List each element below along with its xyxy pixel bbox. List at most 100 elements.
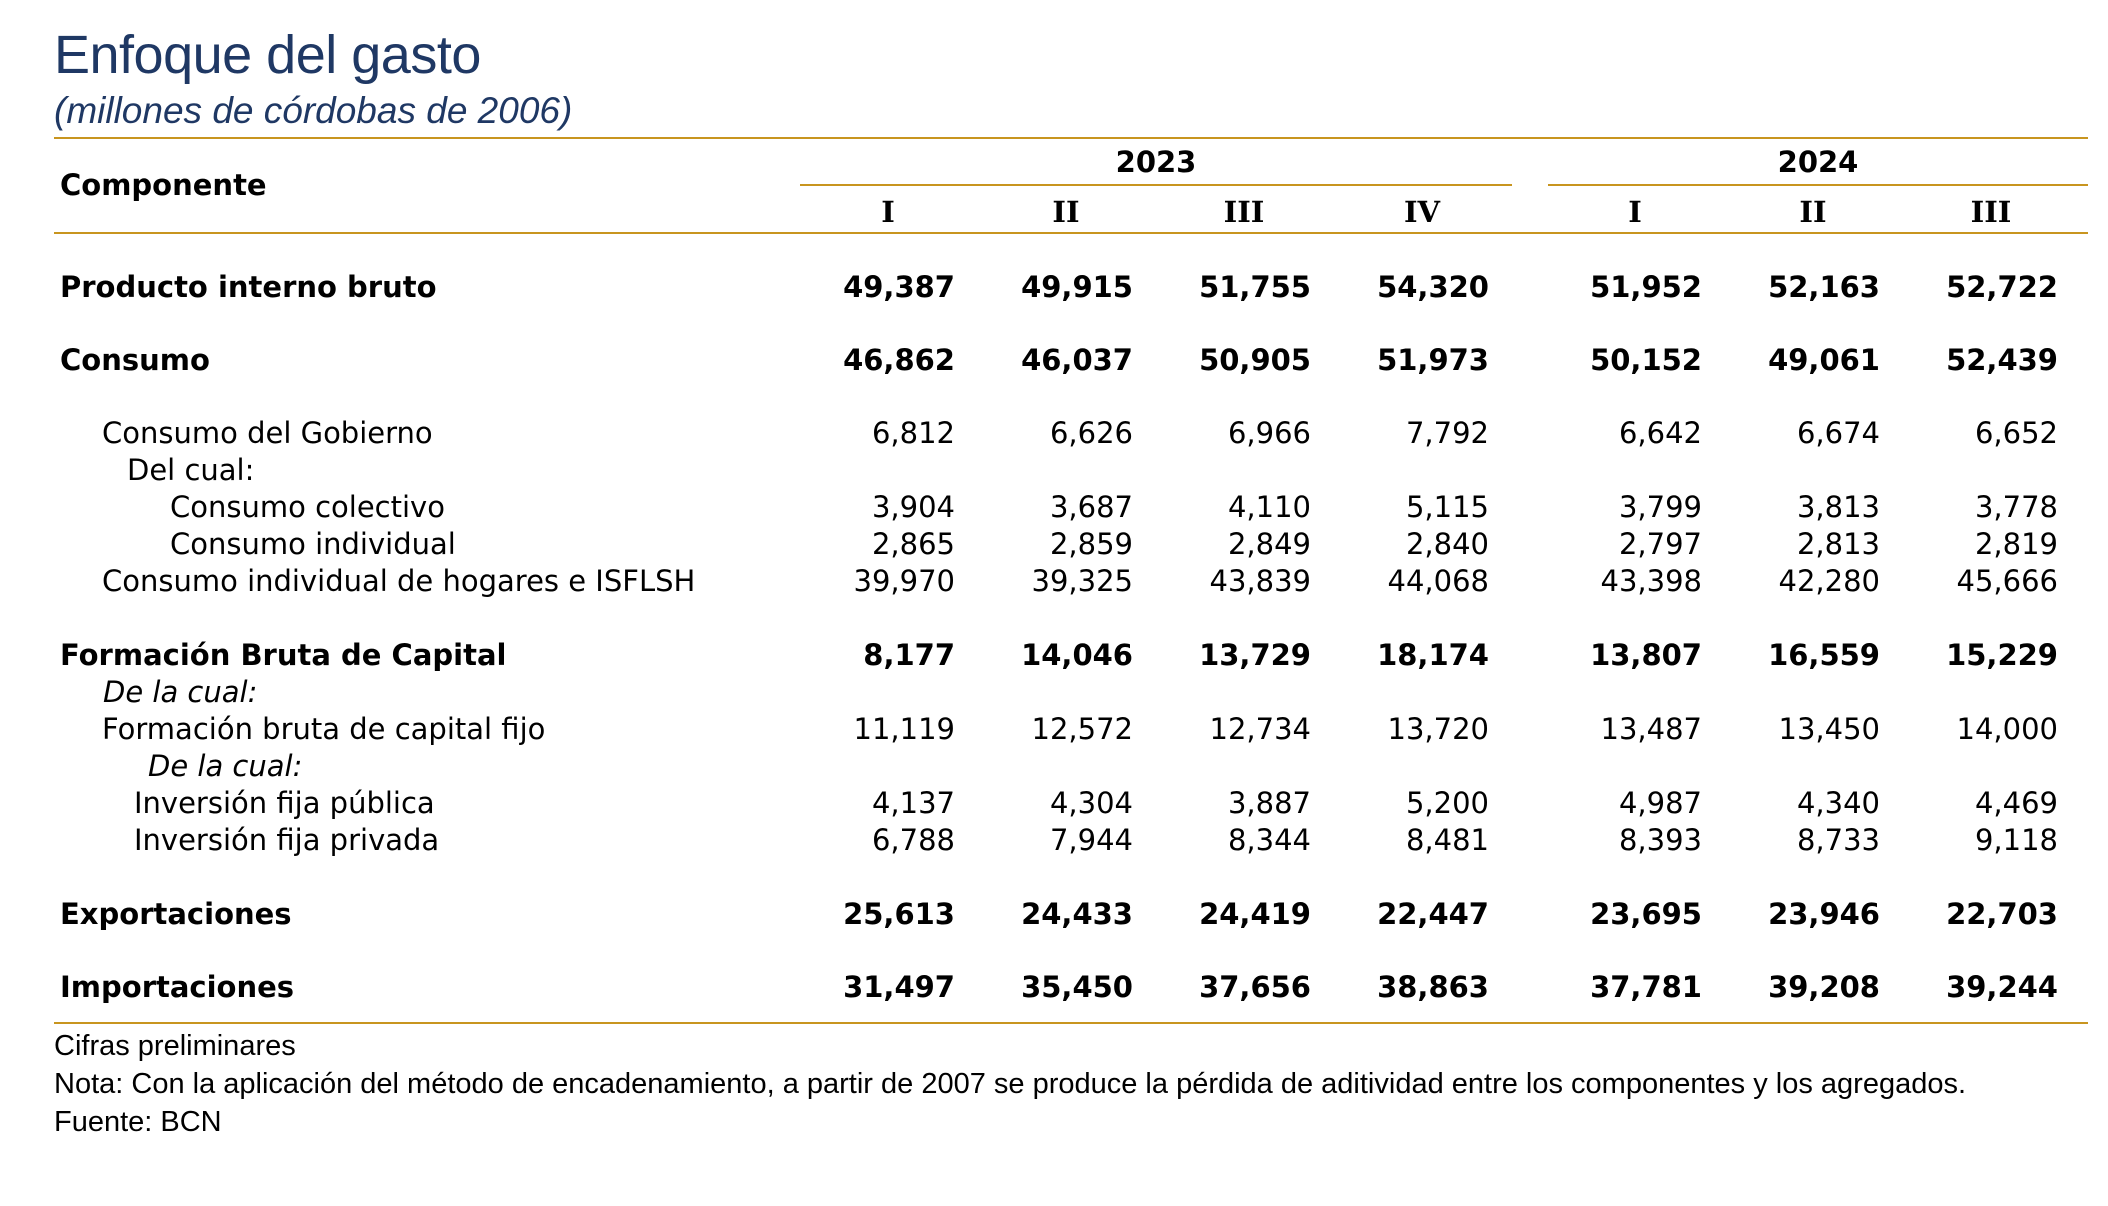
row-label: Inversión fija pública	[134, 786, 435, 820]
table-cell: 49,915	[1021, 270, 1133, 304]
table-cell: 52,439	[1946, 343, 2058, 377]
table-cell: 13,729	[1199, 638, 1311, 672]
table-cell: 4,469	[1974, 786, 2058, 820]
table-cell: 31,497	[843, 970, 955, 1004]
quarter-header: IV	[1403, 195, 1441, 229]
table-cell: 9,118	[1974, 823, 2058, 857]
year-header-2023: 2023	[1115, 145, 1197, 179]
table-cell: 4,110	[1227, 490, 1311, 524]
table-cell: 39,244	[1946, 970, 2058, 1004]
table-cell: 25,613	[843, 897, 955, 931]
top-rule	[54, 137, 2088, 139]
table-cell: 11,119	[853, 712, 955, 746]
row-label: Del cual:	[127, 453, 255, 487]
table-cell: 52,722	[1946, 270, 2058, 304]
column-header-component: Componente	[60, 168, 267, 202]
row-label: Producto interno bruto	[60, 270, 437, 304]
row-label: De la cual:	[103, 675, 258, 709]
table-cell: 2,840	[1405, 527, 1489, 561]
table-cell: 5,115	[1405, 490, 1489, 524]
table-cell: 46,037	[1021, 343, 1133, 377]
table-cell: 4,987	[1618, 786, 1702, 820]
row-label: Consumo individual	[170, 527, 456, 561]
table-cell: 13,487	[1600, 712, 1702, 746]
table-cell: 3,687	[1049, 490, 1133, 524]
year-header-2024: 2024	[1777, 145, 1859, 179]
table-cell: 42,280	[1778, 564, 1880, 598]
table-cell: 45,666	[1956, 564, 2058, 598]
table-cell: 6,674	[1796, 416, 1880, 450]
table-cell: 3,799	[1618, 490, 1702, 524]
table-cell: 2,865	[871, 527, 955, 561]
table-cell: 6,812	[871, 416, 955, 450]
year-rule-2023	[800, 184, 1512, 186]
table-cell: 8,393	[1618, 823, 1702, 857]
table-cell: 46,862	[843, 343, 955, 377]
table-cell: 43,398	[1600, 564, 1702, 598]
table-cell: 35,450	[1021, 970, 1133, 1004]
table-cell: 14,046	[1021, 638, 1133, 672]
quarter-header: II	[1052, 195, 1080, 229]
table-cell: 18,174	[1377, 638, 1489, 672]
table-cell: 3,904	[871, 490, 955, 524]
table-cell: 7,792	[1405, 416, 1489, 450]
table-cell: 38,863	[1377, 970, 1489, 1004]
quarter-header: III	[1970, 195, 2012, 229]
header-bottom-rule	[54, 232, 2088, 234]
table-cell: 24,419	[1199, 897, 1311, 931]
table-cell: 50,152	[1590, 343, 1702, 377]
table-cell: 51,973	[1377, 343, 1489, 377]
table-cell: 22,447	[1377, 897, 1489, 931]
footnote-preliminary: Cifras preliminares	[54, 1030, 296, 1062]
table-cell: 12,572	[1031, 712, 1133, 746]
row-label: Formación Bruta de Capital	[60, 638, 507, 672]
table-cell: 4,304	[1049, 786, 1133, 820]
table-cell: 52,163	[1768, 270, 1880, 304]
table-cell: 49,387	[843, 270, 955, 304]
footnote-source: Fuente: BCN	[54, 1106, 222, 1138]
table-cell: 14,000	[1956, 712, 2058, 746]
footnote-method: Nota: Con la aplicación del método de en…	[54, 1068, 1967, 1100]
table-cell: 15,229	[1946, 638, 2058, 672]
table-cell: 13,720	[1387, 712, 1489, 746]
quarter-header: III	[1223, 195, 1265, 229]
table-cell: 13,450	[1778, 712, 1880, 746]
table-cell: 8,481	[1405, 823, 1489, 857]
table-cell: 6,626	[1049, 416, 1133, 450]
quarter-header: I	[881, 195, 895, 229]
quarter-header: II	[1799, 195, 1827, 229]
table-cell: 7,944	[1049, 823, 1133, 857]
table-cell: 6,652	[1974, 416, 2058, 450]
table-cell: 39,325	[1031, 564, 1133, 598]
table-cell: 2,797	[1618, 527, 1702, 561]
table-cell: 37,781	[1590, 970, 1702, 1004]
page-title: Enfoque del gasto	[54, 25, 481, 85]
table-cell: 12,734	[1209, 712, 1311, 746]
page-subtitle: (millones de córdobas de 2006)	[54, 90, 573, 131]
table-cell: 6,966	[1227, 416, 1311, 450]
table-cell: 51,952	[1590, 270, 1702, 304]
table-cell: 4,137	[871, 786, 955, 820]
table-cell: 51,755	[1199, 270, 1311, 304]
bottom-rule	[54, 1022, 2088, 1024]
table-cell: 2,813	[1796, 527, 1880, 561]
row-label: Consumo	[60, 343, 210, 377]
quarter-header: I	[1628, 195, 1642, 229]
table-cell: 23,946	[1768, 897, 1880, 931]
table-cell: 44,068	[1387, 564, 1489, 598]
table-cell: 39,208	[1768, 970, 1880, 1004]
row-label: Consumo del Gobierno	[102, 416, 433, 450]
table-cell: 2,819	[1974, 527, 2058, 561]
row-label: Importaciones	[60, 970, 295, 1004]
table-cell: 16,559	[1768, 638, 1880, 672]
table-cell: 3,887	[1227, 786, 1311, 820]
table-cell: 4,340	[1796, 786, 1880, 820]
table-cell: 2,859	[1049, 527, 1133, 561]
row-label: Consumo individual de hogares e ISFLSH	[102, 564, 696, 598]
table-cell: 37,656	[1199, 970, 1311, 1004]
table-cell: 8,177	[863, 638, 955, 672]
table-cell: 3,813	[1796, 490, 1880, 524]
table-cell: 22,703	[1946, 897, 2058, 931]
table-cell: 2,849	[1227, 527, 1311, 561]
table-cell: 43,839	[1209, 564, 1311, 598]
